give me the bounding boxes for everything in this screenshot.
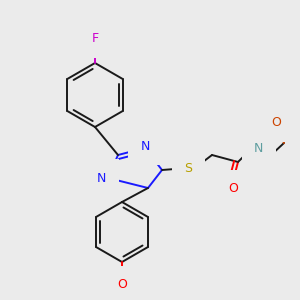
Text: N: N xyxy=(254,142,263,154)
Text: H: H xyxy=(257,136,266,146)
Text: N: N xyxy=(97,172,106,184)
Text: O: O xyxy=(117,278,127,292)
Text: F: F xyxy=(92,32,99,46)
Text: O: O xyxy=(271,116,281,130)
Text: H: H xyxy=(90,173,98,183)
Text: S: S xyxy=(184,161,192,175)
Text: O: O xyxy=(228,182,238,196)
Text: N: N xyxy=(140,140,150,152)
